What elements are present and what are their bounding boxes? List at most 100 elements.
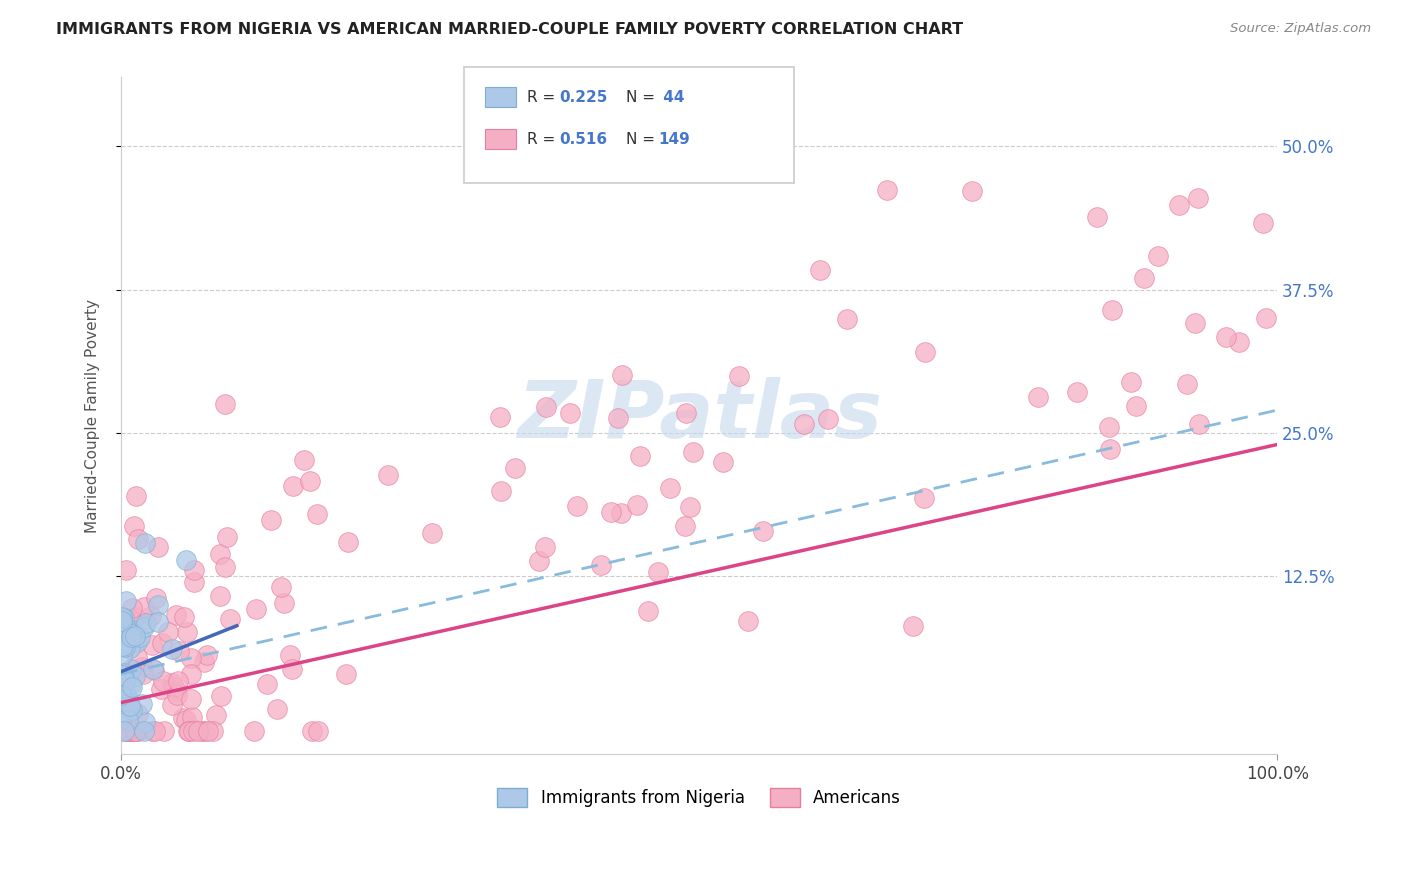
Point (127, 532, 149, 546)
Point (127, 706, 149, 721)
Point (166, 688, 188, 702)
Point (146, 615, 169, 629)
Point (141, 638, 163, 652)
Point (111, 614, 134, 628)
Point (127, 724, 149, 739)
Point (114, 665, 136, 680)
Point (491, 484, 513, 499)
Point (115, 686, 138, 700)
Point (195, 648, 218, 662)
Point (145, 591, 167, 605)
Point (914, 345, 936, 359)
Point (560, 406, 582, 420)
Point (281, 479, 304, 493)
Point (177, 724, 200, 739)
Point (299, 474, 322, 488)
Point (1098, 420, 1121, 434)
Point (197, 724, 219, 739)
Point (150, 635, 173, 649)
Text: N =: N = (626, 90, 659, 104)
Point (114, 640, 136, 654)
Point (675, 406, 697, 420)
Point (280, 648, 302, 662)
Point (245, 602, 267, 616)
Point (193, 655, 215, 669)
Point (120, 613, 142, 627)
Point (174, 553, 197, 567)
Point (194, 724, 217, 739)
Point (165, 608, 187, 623)
Point (335, 667, 357, 681)
Point (1087, 210, 1109, 224)
Point (134, 600, 156, 615)
Point (112, 724, 135, 739)
Point (167, 644, 190, 658)
Point (121, 600, 143, 615)
Text: 0.225: 0.225 (560, 90, 607, 104)
Point (143, 663, 166, 677)
Point (115, 621, 138, 635)
Point (679, 500, 702, 514)
Point (1098, 442, 1121, 456)
Point (120, 677, 142, 691)
Point (208, 589, 231, 603)
Point (127, 650, 149, 665)
Point (180, 667, 202, 681)
Point (292, 453, 315, 467)
Y-axis label: Married-Couple Family Poverty: Married-Couple Family Poverty (86, 299, 100, 533)
Point (565, 499, 588, 513)
Point (600, 505, 623, 519)
Point (117, 698, 139, 712)
Point (219, 612, 242, 626)
Point (214, 560, 236, 574)
Point (163, 680, 186, 694)
Point (1146, 249, 1168, 263)
Point (527, 554, 550, 568)
Point (503, 460, 526, 475)
Point (626, 498, 648, 512)
Point (752, 524, 775, 539)
Point (536, 400, 558, 414)
Point (589, 558, 612, 572)
Point (837, 312, 859, 326)
Point (152, 674, 174, 689)
Point (817, 411, 839, 425)
Point (673, 519, 696, 533)
Point (124, 669, 146, 683)
Point (121, 704, 143, 718)
Text: N =: N = (626, 132, 659, 146)
Point (659, 481, 682, 495)
Point (1125, 399, 1147, 413)
Point (209, 689, 232, 703)
Point (270, 581, 292, 595)
Point (1175, 376, 1198, 391)
Point (534, 540, 557, 554)
Point (183, 564, 205, 578)
Point (711, 455, 734, 469)
Text: R =: R = (527, 132, 561, 146)
Point (134, 620, 156, 634)
Point (214, 397, 236, 411)
Point (637, 604, 659, 618)
Point (114, 673, 136, 688)
Point (143, 724, 166, 739)
Point (1184, 316, 1206, 330)
Point (120, 630, 142, 644)
Point (607, 411, 630, 425)
Point (121, 664, 143, 678)
Point (190, 724, 212, 739)
Point (307, 724, 329, 739)
Point (901, 618, 924, 632)
Point (120, 724, 142, 739)
Point (610, 506, 633, 520)
Point (120, 698, 142, 713)
Point (121, 626, 143, 640)
Point (256, 676, 278, 690)
Point (1227, 334, 1250, 349)
Point (118, 721, 141, 735)
Point (124, 629, 146, 643)
Point (148, 541, 170, 555)
Point (184, 723, 207, 737)
Point (876, 183, 898, 197)
Point (156, 624, 179, 639)
